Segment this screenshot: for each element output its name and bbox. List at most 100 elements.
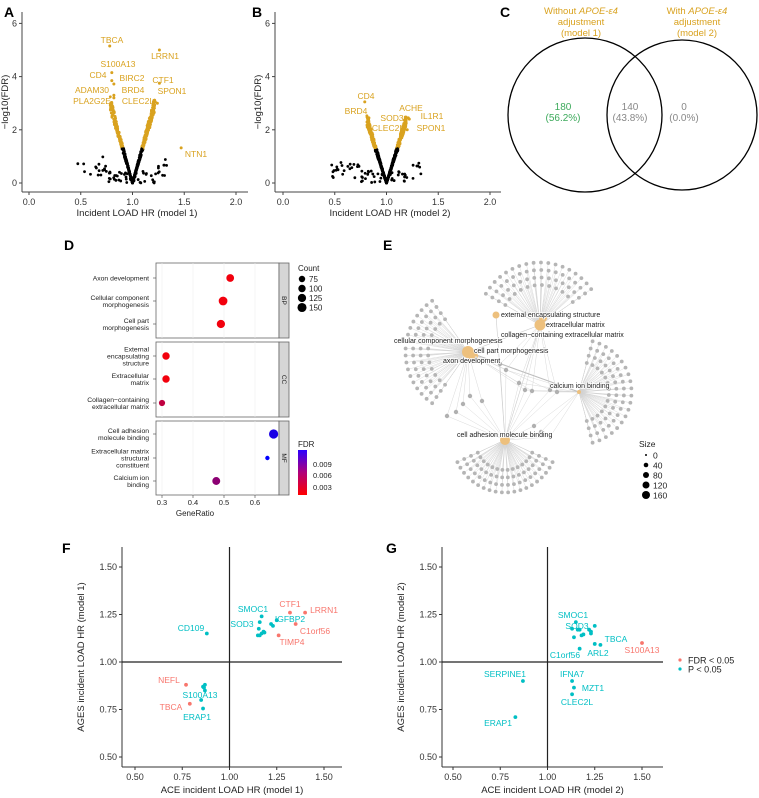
gene-node	[500, 467, 505, 472]
y-tick-label: 1.25	[99, 610, 117, 620]
venn-title-model1-line3: (model 1)	[561, 28, 601, 39]
network-edge	[485, 293, 541, 326]
network-edge	[446, 415, 506, 441]
gene-point	[257, 620, 262, 624]
gene-node	[528, 475, 533, 480]
volcano-point	[405, 176, 409, 179]
go-network: external encapsulating structure extracel…	[393, 260, 667, 501]
gene-node	[578, 285, 583, 290]
volcano-point	[97, 162, 101, 166]
gene-node	[619, 359, 624, 364]
volcano-point	[124, 175, 128, 179]
gene-label: SMOC1	[558, 610, 589, 620]
network-gene-nodes	[403, 260, 634, 495]
volcano-point	[128, 170, 131, 174]
volcano-point	[398, 142, 402, 146]
gene-node	[426, 353, 431, 358]
volcano-point	[119, 138, 122, 142]
gene-node	[597, 341, 602, 346]
gene-node	[494, 289, 499, 294]
volcano-point	[356, 163, 360, 167]
volcano-point-labeled	[157, 81, 161, 85]
gene-node	[485, 462, 490, 467]
gene-node	[517, 480, 522, 485]
gene-node	[434, 395, 439, 399]
network-edge	[421, 351, 469, 383]
gene-label: SPON1	[417, 123, 446, 133]
x-tick-label: 0.0	[23, 197, 36, 207]
go-term-dot	[265, 455, 270, 461]
volcano-point-labeled	[363, 100, 367, 104]
x-tick-label: 0.75	[173, 772, 191, 782]
gene-node	[498, 275, 502, 279]
volcano-point	[99, 173, 103, 177]
volcano-point	[387, 175, 390, 178]
gene-node	[525, 277, 529, 282]
network-edge	[406, 351, 469, 363]
legend-label: P < 0.05	[688, 665, 722, 675]
gene-node	[626, 372, 631, 377]
size-legend-label: 120	[653, 481, 667, 491]
gene-node	[403, 346, 408, 351]
gene-label: IL1R1	[421, 111, 444, 121]
x-tick-label: 1.25	[586, 772, 604, 782]
gene-point	[201, 706, 205, 711]
gene-node	[526, 467, 531, 472]
volcano-point	[108, 170, 112, 174]
go-term-label: encapsulating	[107, 354, 149, 361]
gene-label: NTN1	[185, 149, 207, 159]
network-edge	[467, 351, 526, 391]
volcano-point	[128, 174, 132, 177]
size-legend-dot	[643, 462, 649, 468]
gene-node	[560, 281, 565, 286]
volcano-point	[363, 171, 367, 175]
size-legend-label: 40	[653, 461, 663, 471]
volcano-point	[132, 179, 136, 183]
volcano-point	[111, 113, 115, 117]
gene-node	[522, 470, 526, 475]
gene-node	[535, 479, 539, 484]
gene-node	[589, 287, 594, 292]
facet-strip	[278, 420, 290, 496]
network-edge	[431, 300, 469, 353]
volcano-point	[372, 175, 376, 179]
gene-node	[603, 344, 608, 349]
volcano-point	[76, 162, 80, 166]
gene-node	[524, 459, 529, 464]
network-edge	[505, 369, 580, 393]
gene-node	[433, 315, 438, 320]
network-edge	[467, 351, 580, 393]
venn-title-model2-line3: (model 2)	[677, 28, 717, 39]
gene-node	[510, 467, 515, 471]
network-edge	[578, 363, 614, 393]
network-edge	[413, 351, 469, 363]
size-legend-label: 80	[653, 471, 663, 481]
x-tick-label: 0.4	[188, 498, 198, 507]
facet-label: MF	[280, 453, 287, 462]
volcano-point	[123, 173, 126, 176]
gene-node	[590, 440, 595, 445]
volcano-point	[157, 170, 161, 174]
gene-label: LRRN1	[310, 605, 338, 615]
replication-scatter-model2: 0.50 0.50 0.75 0.75 1.00 1.00 1.25 1.25 1.50 1.50…	[396, 547, 734, 796]
gene-node	[497, 361, 503, 367]
go-term-label: cell part morphogenesis	[474, 348, 549, 355]
gene-node	[479, 398, 485, 404]
go-term-node	[500, 435, 510, 445]
volcano-point	[112, 120, 116, 124]
gene-node	[560, 272, 565, 277]
gene-point	[187, 701, 192, 706]
volcano-point	[151, 108, 155, 111]
network-edge	[418, 327, 469, 353]
network-edge	[504, 439, 520, 475]
gene-node	[419, 360, 424, 365]
volcano-point	[147, 128, 150, 132]
gene-node	[572, 290, 577, 294]
y-tick-label: 0.50	[99, 752, 117, 762]
network-edge	[506, 280, 541, 326]
gene-point	[293, 622, 298, 626]
network-edge	[426, 351, 469, 399]
gene-node	[546, 276, 551, 281]
gene-node	[437, 321, 442, 326]
go-term-node	[534, 319, 546, 331]
